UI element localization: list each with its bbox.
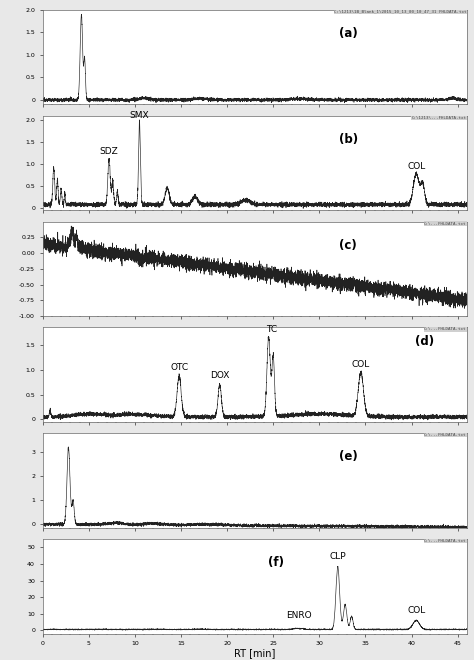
- Text: (a): (a): [339, 27, 357, 40]
- Text: C:\...FHLDATA.txt: C:\...FHLDATA.txt: [424, 539, 466, 543]
- Text: C:\...FHLDATA.txt: C:\...FHLDATA.txt: [424, 222, 466, 226]
- Text: (d): (d): [415, 335, 434, 348]
- Text: C:\1213\...FHLDATA.txt: C:\1213\...FHLDATA.txt: [411, 115, 466, 119]
- Text: C:\...FHLDATA.txt: C:\...FHLDATA.txt: [424, 433, 466, 438]
- Text: COL: COL: [407, 605, 425, 614]
- Text: SMX: SMX: [130, 111, 149, 120]
- Text: C:\...FHLDATA.txt: C:\...FHLDATA.txt: [424, 327, 466, 331]
- Text: COL: COL: [407, 162, 425, 171]
- Text: (f): (f): [268, 556, 284, 569]
- Text: ENRO: ENRO: [286, 611, 312, 620]
- Text: CLP: CLP: [329, 552, 346, 560]
- Text: TC: TC: [266, 325, 277, 334]
- Text: DOX: DOX: [210, 371, 229, 380]
- Text: OTC: OTC: [170, 363, 188, 372]
- Text: SDZ: SDZ: [100, 147, 118, 156]
- X-axis label: RT [min]: RT [min]: [234, 647, 275, 657]
- Text: (e): (e): [339, 450, 357, 463]
- Text: (b): (b): [338, 133, 358, 146]
- Text: (c): (c): [339, 239, 357, 251]
- Text: COL: COL: [352, 360, 370, 369]
- Text: C:\1213\1B_Blank_1\2015_10_13_00_10_47_31 FHLDATA.txt: C:\1213\1B_Blank_1\2015_10_13_00_10_47_3…: [334, 10, 466, 14]
